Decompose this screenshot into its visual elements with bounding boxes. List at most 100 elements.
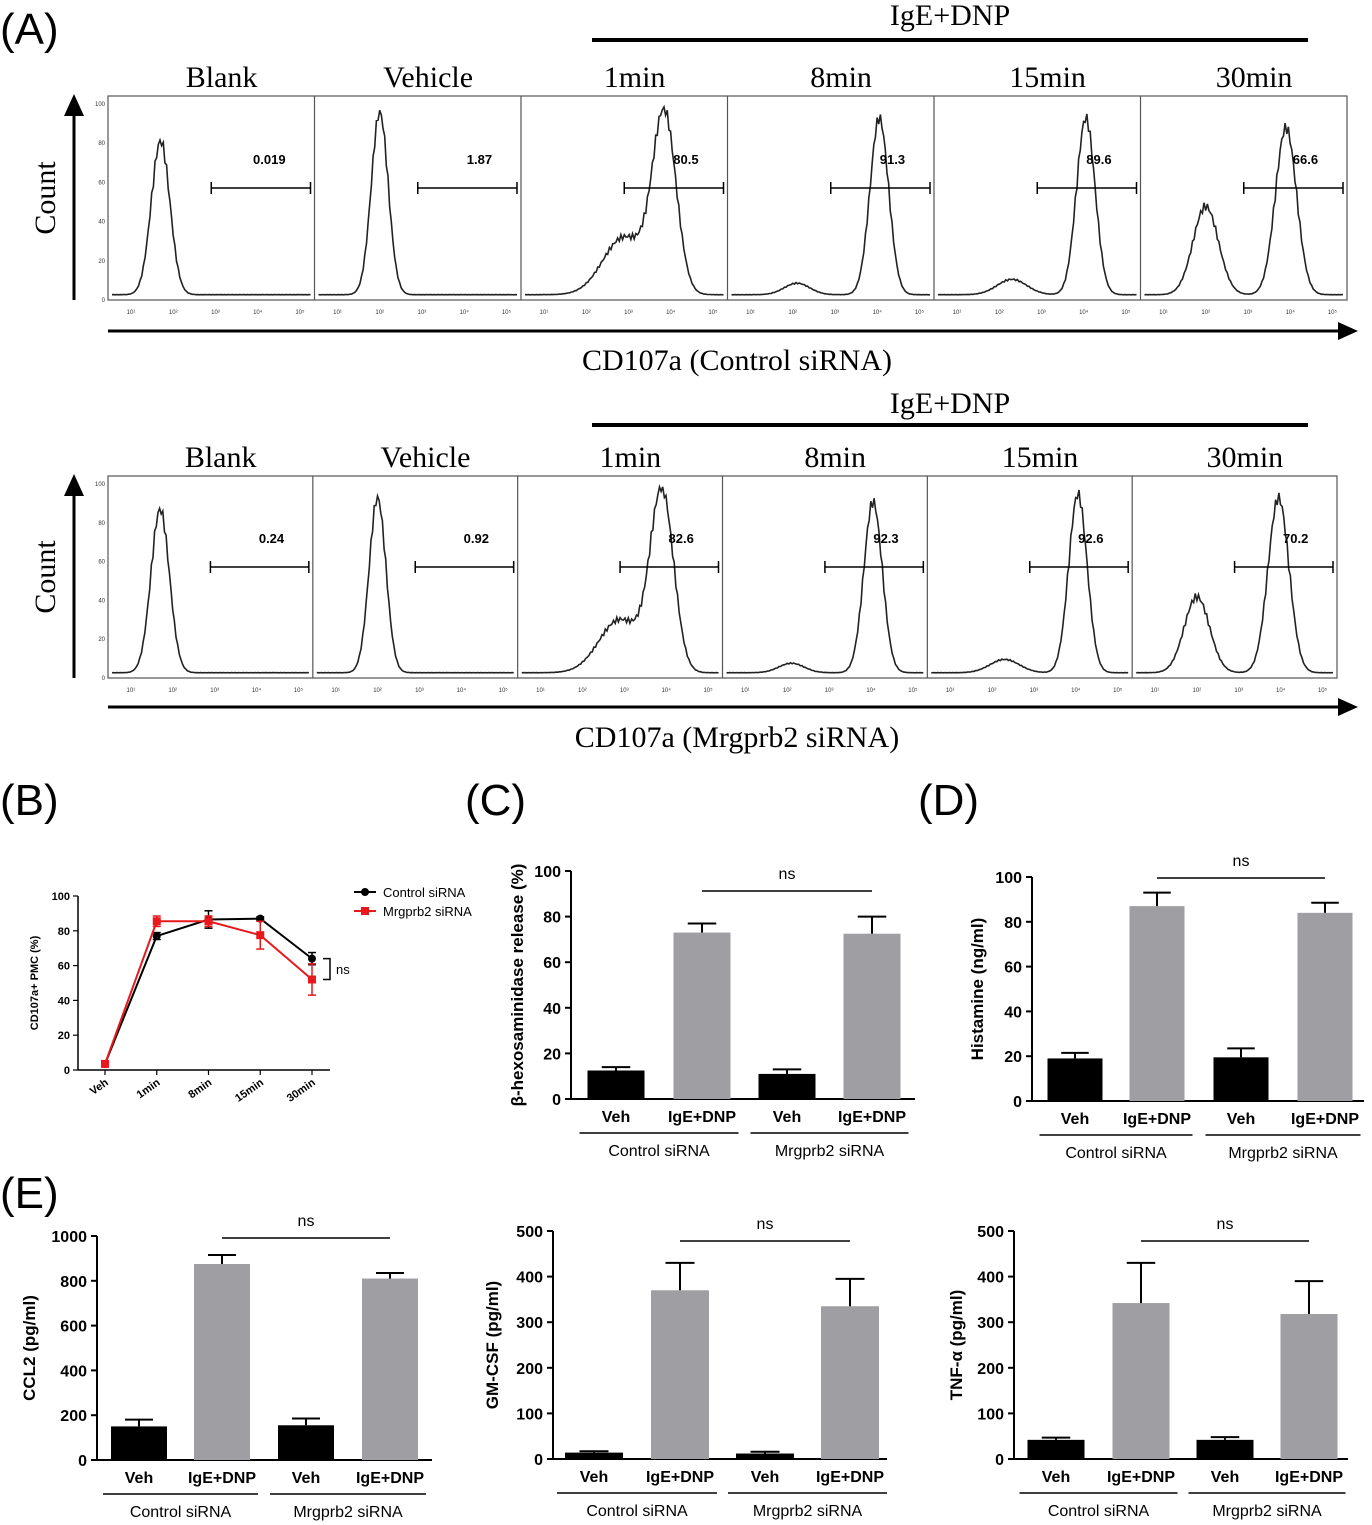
bar: [1297, 912, 1353, 1101]
x-tick-label: 10⁵: [295, 309, 305, 316]
gate-value: 80.5: [673, 152, 698, 167]
category-label: IgE+DNP: [816, 1469, 884, 1486]
x-tick-label: 10⁵: [908, 687, 918, 694]
category-label: Veh: [1227, 1111, 1255, 1128]
x-tick-label: 10⁵: [502, 309, 512, 316]
gate-value: 91.3: [880, 152, 905, 167]
x-tick-label: 10⁴: [1286, 309, 1296, 316]
series-line: [104, 917, 313, 1065]
x-tick-label: 10¹: [536, 688, 545, 694]
treatment-label: IgE+DNP: [890, 0, 1010, 32]
x-axis-arrow-head: [1338, 698, 1358, 716]
x-tick-label: 10⁴: [866, 687, 876, 694]
bar: [1213, 1057, 1269, 1101]
y-tick-label: 20: [98, 637, 105, 643]
y-tick-label: 300: [516, 1315, 543, 1332]
group-label: Mrgprb2 siRNA: [1228, 1145, 1338, 1162]
histogram-title: 30min: [1216, 61, 1293, 94]
x-tick-label: 10⁵: [703, 687, 713, 694]
y-tick-label: 100: [95, 102, 106, 108]
histogram-title: 15min: [1002, 441, 1079, 474]
gate-value: 92.6: [1078, 531, 1103, 546]
x-tick-label: 10¹: [953, 310, 962, 316]
data-point: [256, 931, 265, 940]
x-tick-label: 10²: [169, 310, 178, 316]
y-tick-label: 500: [516, 1224, 543, 1241]
x-tick-label: 10⁵: [708, 309, 718, 316]
histogram-curve: [112, 505, 309, 674]
bar-chart-d: 0 20 40 60 80 100 Histamine (ng/ml) Veh IgE+DNP V…: [968, 853, 1364, 1162]
ns-bracket: [323, 957, 331, 981]
panel-letter-e: (E): [0, 1169, 59, 1218]
data-point: [101, 1059, 109, 1068]
group-label: Mrgprb2 siRNA: [753, 1503, 863, 1520]
y-tick-label: 300: [977, 1315, 1004, 1332]
histogram-curve: [111, 137, 311, 296]
y-tick-label: 800: [60, 1274, 87, 1291]
x-tick-label: 10⁵: [1121, 309, 1131, 316]
data-point: [308, 975, 316, 984]
bar: [843, 933, 901, 1099]
group-label: Control siRNA: [608, 1143, 710, 1160]
x-tick-label: 10³: [1037, 310, 1046, 316]
x-tick-label: 10¹: [741, 688, 750, 694]
x-tick-label: 10³: [620, 688, 629, 694]
bar: [651, 1290, 709, 1459]
gate-value: 92.3: [873, 531, 898, 546]
panel-letter-a: (A): [0, 5, 59, 54]
bar: [278, 1425, 334, 1460]
x-tick-label: 10²: [582, 310, 591, 316]
bar-chart-e3: 0 100 200 300 400 500 TNF-α (pg/ml) Veh IgE+DNP V…: [947, 1216, 1348, 1520]
x-tick-label: 10³: [825, 688, 834, 694]
histogram-title: 8min: [804, 441, 866, 474]
group-label: Mrgprb2 siRNA: [1212, 1503, 1322, 1520]
data-point: [152, 932, 161, 941]
x-tick-label: 8min: [186, 1076, 214, 1101]
y-tick-label: 60: [543, 955, 561, 972]
x-tick-label: 10⁴: [1276, 687, 1286, 694]
group-label: Control siRNA: [1048, 1503, 1150, 1520]
y-tick-label: 500: [977, 1224, 1004, 1241]
x-tick-label: 10¹: [946, 688, 955, 694]
x-tick-label: 10⁵: [915, 309, 925, 316]
histogram-curve: [316, 492, 514, 674]
y-axis-label: CCL2 (pg/ml): [20, 1295, 39, 1401]
panel-letter-d: (D): [918, 776, 979, 825]
y-axis-arrow-head: [64, 474, 84, 496]
y-tick-label: 80: [543, 910, 561, 927]
ns-label: ns: [757, 1216, 774, 1233]
group-label: Mrgprb2 siRNA: [293, 1504, 403, 1521]
y-tick-label: 100: [52, 891, 70, 903]
histogram-title: 8min: [810, 61, 872, 94]
x-tick-label: 10⁵: [1113, 687, 1123, 694]
y-tick-label: 0: [995, 1452, 1004, 1469]
x-tick-label: 10²: [788, 310, 797, 316]
x-tick-label: 10²: [1193, 688, 1202, 694]
x-tick-label: 10²: [375, 310, 384, 316]
gate-value: 1.87: [467, 152, 492, 167]
histogram-title: 30min: [1206, 441, 1283, 474]
x-tick-label: 10⁴: [253, 309, 263, 316]
y-tick-label: 200: [60, 1408, 87, 1425]
y-tick-label: 80: [98, 521, 105, 527]
x-tick-label: 10⁵: [294, 687, 304, 694]
y-axis-label: CD107a+ PMC (%): [29, 935, 41, 1030]
x-tick-label: 10¹: [1159, 310, 1168, 316]
x-tick-label: 10¹: [331, 688, 340, 694]
y-tick-label: 100: [995, 870, 1022, 887]
series-line: [104, 920, 313, 1065]
histogram-curve: [937, 113, 1137, 296]
bar: [736, 1453, 794, 1459]
gate-value: 89.6: [1086, 152, 1111, 167]
y-axis-label: TNF-α (pg/ml): [947, 1290, 966, 1401]
x-tick-label: 10³: [831, 310, 840, 316]
x-tick-label: 10¹: [746, 310, 755, 316]
category-label: Veh: [773, 1109, 801, 1126]
gate-value: 82.6: [669, 531, 694, 546]
x-tick-label: 10⁴: [457, 687, 467, 694]
x-tick-label: 10³: [1244, 310, 1253, 316]
gate-value: 70.2: [1283, 531, 1308, 546]
histogram-title: Blank: [185, 441, 257, 474]
bar-chart-e1: 0 200 400 600 800 1000 CCL2 (pg/ml) Veh IgE+DNP V…: [20, 1213, 432, 1521]
